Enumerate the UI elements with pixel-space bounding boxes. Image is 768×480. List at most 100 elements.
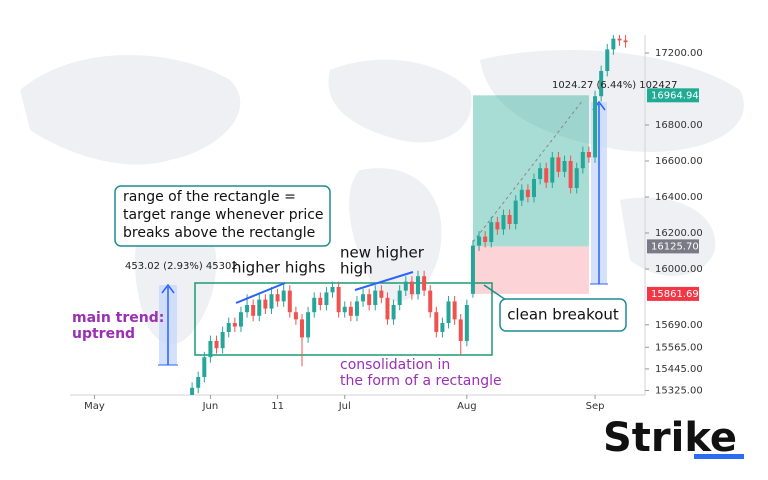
candle-body <box>434 312 439 332</box>
candle-body <box>440 323 445 332</box>
candle-body <box>532 179 536 197</box>
candle-body <box>275 294 280 302</box>
candle-body <box>507 215 512 224</box>
candle-body <box>574 168 579 188</box>
price-label: 15861.69 <box>651 289 699 300</box>
candle-body <box>202 357 207 377</box>
y-tick-label: 16400.00 <box>655 192 703 203</box>
candle-body <box>580 152 585 169</box>
annotation-text: target range whenever price <box>123 207 324 223</box>
candle-body <box>379 290 384 298</box>
candle-body <box>245 305 250 313</box>
candle-body <box>470 245 475 294</box>
range-note-box <box>114 185 331 247</box>
candle-body <box>263 299 268 309</box>
y-tick-label: 15325.00 <box>655 386 703 397</box>
candle-body <box>617 38 622 41</box>
candle-body <box>257 299 262 316</box>
annotation-text: breaks above the rectangle <box>123 225 315 241</box>
candle-body <box>623 40 628 43</box>
candle-body <box>501 215 506 230</box>
new-higher-high-line <box>354 271 414 291</box>
candle-body <box>348 306 353 316</box>
candle-body <box>599 71 604 97</box>
candle-body <box>373 290 378 305</box>
candle-body <box>611 38 616 50</box>
stop-zone <box>472 246 589 294</box>
candle-body <box>495 222 500 230</box>
x-tick-label: Sep <box>586 401 605 412</box>
candle-body <box>238 312 243 327</box>
breakout-connector <box>483 284 507 301</box>
candle-body <box>416 276 420 295</box>
candle-body <box>538 168 543 179</box>
x-tick-label: Aug <box>457 401 477 412</box>
candle-body <box>525 189 530 197</box>
candle-body <box>361 294 366 302</box>
y-tick-label: 15565.00 <box>655 342 703 353</box>
x-tick-label: May <box>84 401 105 412</box>
annotation-text: uptrend <box>72 326 135 342</box>
logo-accent <box>694 454 744 459</box>
higher-highs-line <box>235 282 286 304</box>
candle-body <box>300 319 304 338</box>
candle-body <box>464 305 469 341</box>
candle-body <box>208 341 213 358</box>
candle-body <box>483 236 488 242</box>
price-label: 16125.70 <box>651 241 699 252</box>
candle-body <box>593 96 598 158</box>
candle-body <box>190 387 195 395</box>
annotation-text: new higher <box>340 244 425 262</box>
candle-body <box>544 168 549 183</box>
left-measure-head <box>161 283 175 294</box>
candle-body <box>367 294 372 305</box>
price-label: 16964.94 <box>651 90 699 101</box>
price-label-box <box>647 88 699 103</box>
candle-body <box>513 200 518 224</box>
annotation-text: main trend: <box>72 310 164 326</box>
y-tick-label: 16600.00 <box>655 156 703 167</box>
candle-body <box>220 332 225 349</box>
candle-body <box>477 236 482 246</box>
candle-body <box>232 323 237 327</box>
candle-body <box>409 281 414 295</box>
candle-body <box>568 161 573 188</box>
candle-body <box>605 49 610 71</box>
consolidation-rectangle <box>194 282 493 356</box>
y-tick-label: 16800.00 <box>655 120 703 131</box>
candle-body <box>550 157 555 183</box>
y-tick-label: 15690.00 <box>655 320 703 331</box>
candle-body <box>519 189 524 201</box>
y-tick-label: 15445.00 <box>655 364 703 375</box>
candle-body <box>226 323 231 332</box>
candle-body <box>385 297 390 320</box>
logo: Strike <box>603 415 737 461</box>
measure-label: 1024.27 (6.44%) 102427 <box>552 80 677 91</box>
annotation-text: clean breakout <box>507 306 619 324</box>
candle-body <box>196 377 201 388</box>
breakout-box <box>499 298 627 332</box>
candle-body <box>251 305 256 316</box>
candle-body <box>293 312 298 320</box>
x-tick-label: Jul <box>338 401 351 412</box>
candle-body <box>391 305 396 320</box>
candle-body <box>586 152 591 158</box>
x-tick-label: 11 <box>271 401 284 412</box>
candle-body <box>562 161 567 172</box>
candle-body <box>281 290 286 302</box>
candle-body <box>330 287 335 293</box>
y-tick-label: 16000.00 <box>655 264 703 275</box>
candle-body <box>489 222 494 242</box>
candle-body <box>324 292 329 305</box>
candle-body <box>318 297 323 305</box>
price-label-box <box>647 239 699 254</box>
price-label-box <box>647 286 699 301</box>
candle-body <box>336 287 341 313</box>
candle-body <box>269 294 274 309</box>
annotation-text: the form of a rectangle <box>340 373 502 389</box>
y-tick-label: 17200.00 <box>655 48 703 59</box>
annotation-text: high <box>340 260 373 278</box>
candle-body <box>312 297 317 313</box>
candle-body <box>422 276 427 291</box>
